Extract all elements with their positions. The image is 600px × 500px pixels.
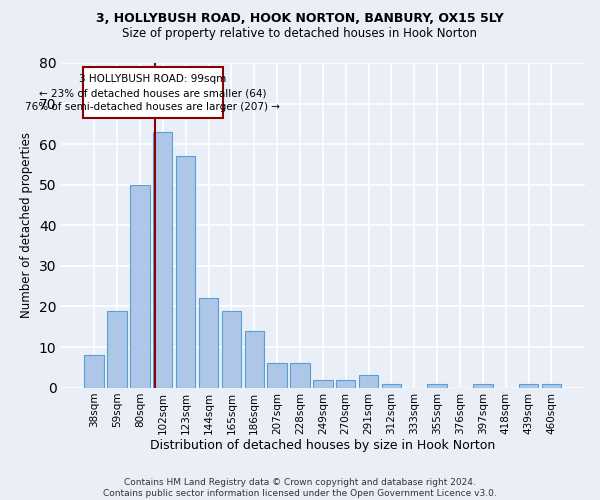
Bar	[153, 132, 172, 388]
Bar	[313, 380, 332, 388]
Bar	[359, 376, 378, 388]
Bar	[85, 355, 104, 388]
Text: 76% of semi-detached houses are larger (207) →: 76% of semi-detached houses are larger (…	[25, 102, 280, 112]
Bar	[336, 380, 355, 388]
Bar	[542, 384, 561, 388]
FancyBboxPatch shape	[83, 67, 223, 118]
Text: 3, HOLLYBUSH ROAD, HOOK NORTON, BANBURY, OX15 5LY: 3, HOLLYBUSH ROAD, HOOK NORTON, BANBURY,…	[96, 12, 504, 26]
Bar	[107, 310, 127, 388]
Bar	[290, 364, 310, 388]
Bar	[199, 298, 218, 388]
X-axis label: Distribution of detached houses by size in Hook Norton: Distribution of detached houses by size …	[150, 440, 496, 452]
Y-axis label: Number of detached properties: Number of detached properties	[20, 132, 33, 318]
Bar	[427, 384, 447, 388]
Text: Size of property relative to detached houses in Hook Norton: Size of property relative to detached ho…	[122, 28, 478, 40]
Bar	[268, 364, 287, 388]
Bar	[382, 384, 401, 388]
Bar	[519, 384, 538, 388]
Bar	[176, 156, 196, 388]
Bar	[130, 184, 149, 388]
Bar	[221, 310, 241, 388]
Bar	[245, 331, 264, 388]
Bar	[473, 384, 493, 388]
Text: Contains HM Land Registry data © Crown copyright and database right 2024.
Contai: Contains HM Land Registry data © Crown c…	[103, 478, 497, 498]
Text: ← 23% of detached houses are smaller (64): ← 23% of detached houses are smaller (64…	[39, 88, 266, 98]
Text: 3 HOLLYBUSH ROAD: 99sqm: 3 HOLLYBUSH ROAD: 99sqm	[79, 74, 227, 85]
